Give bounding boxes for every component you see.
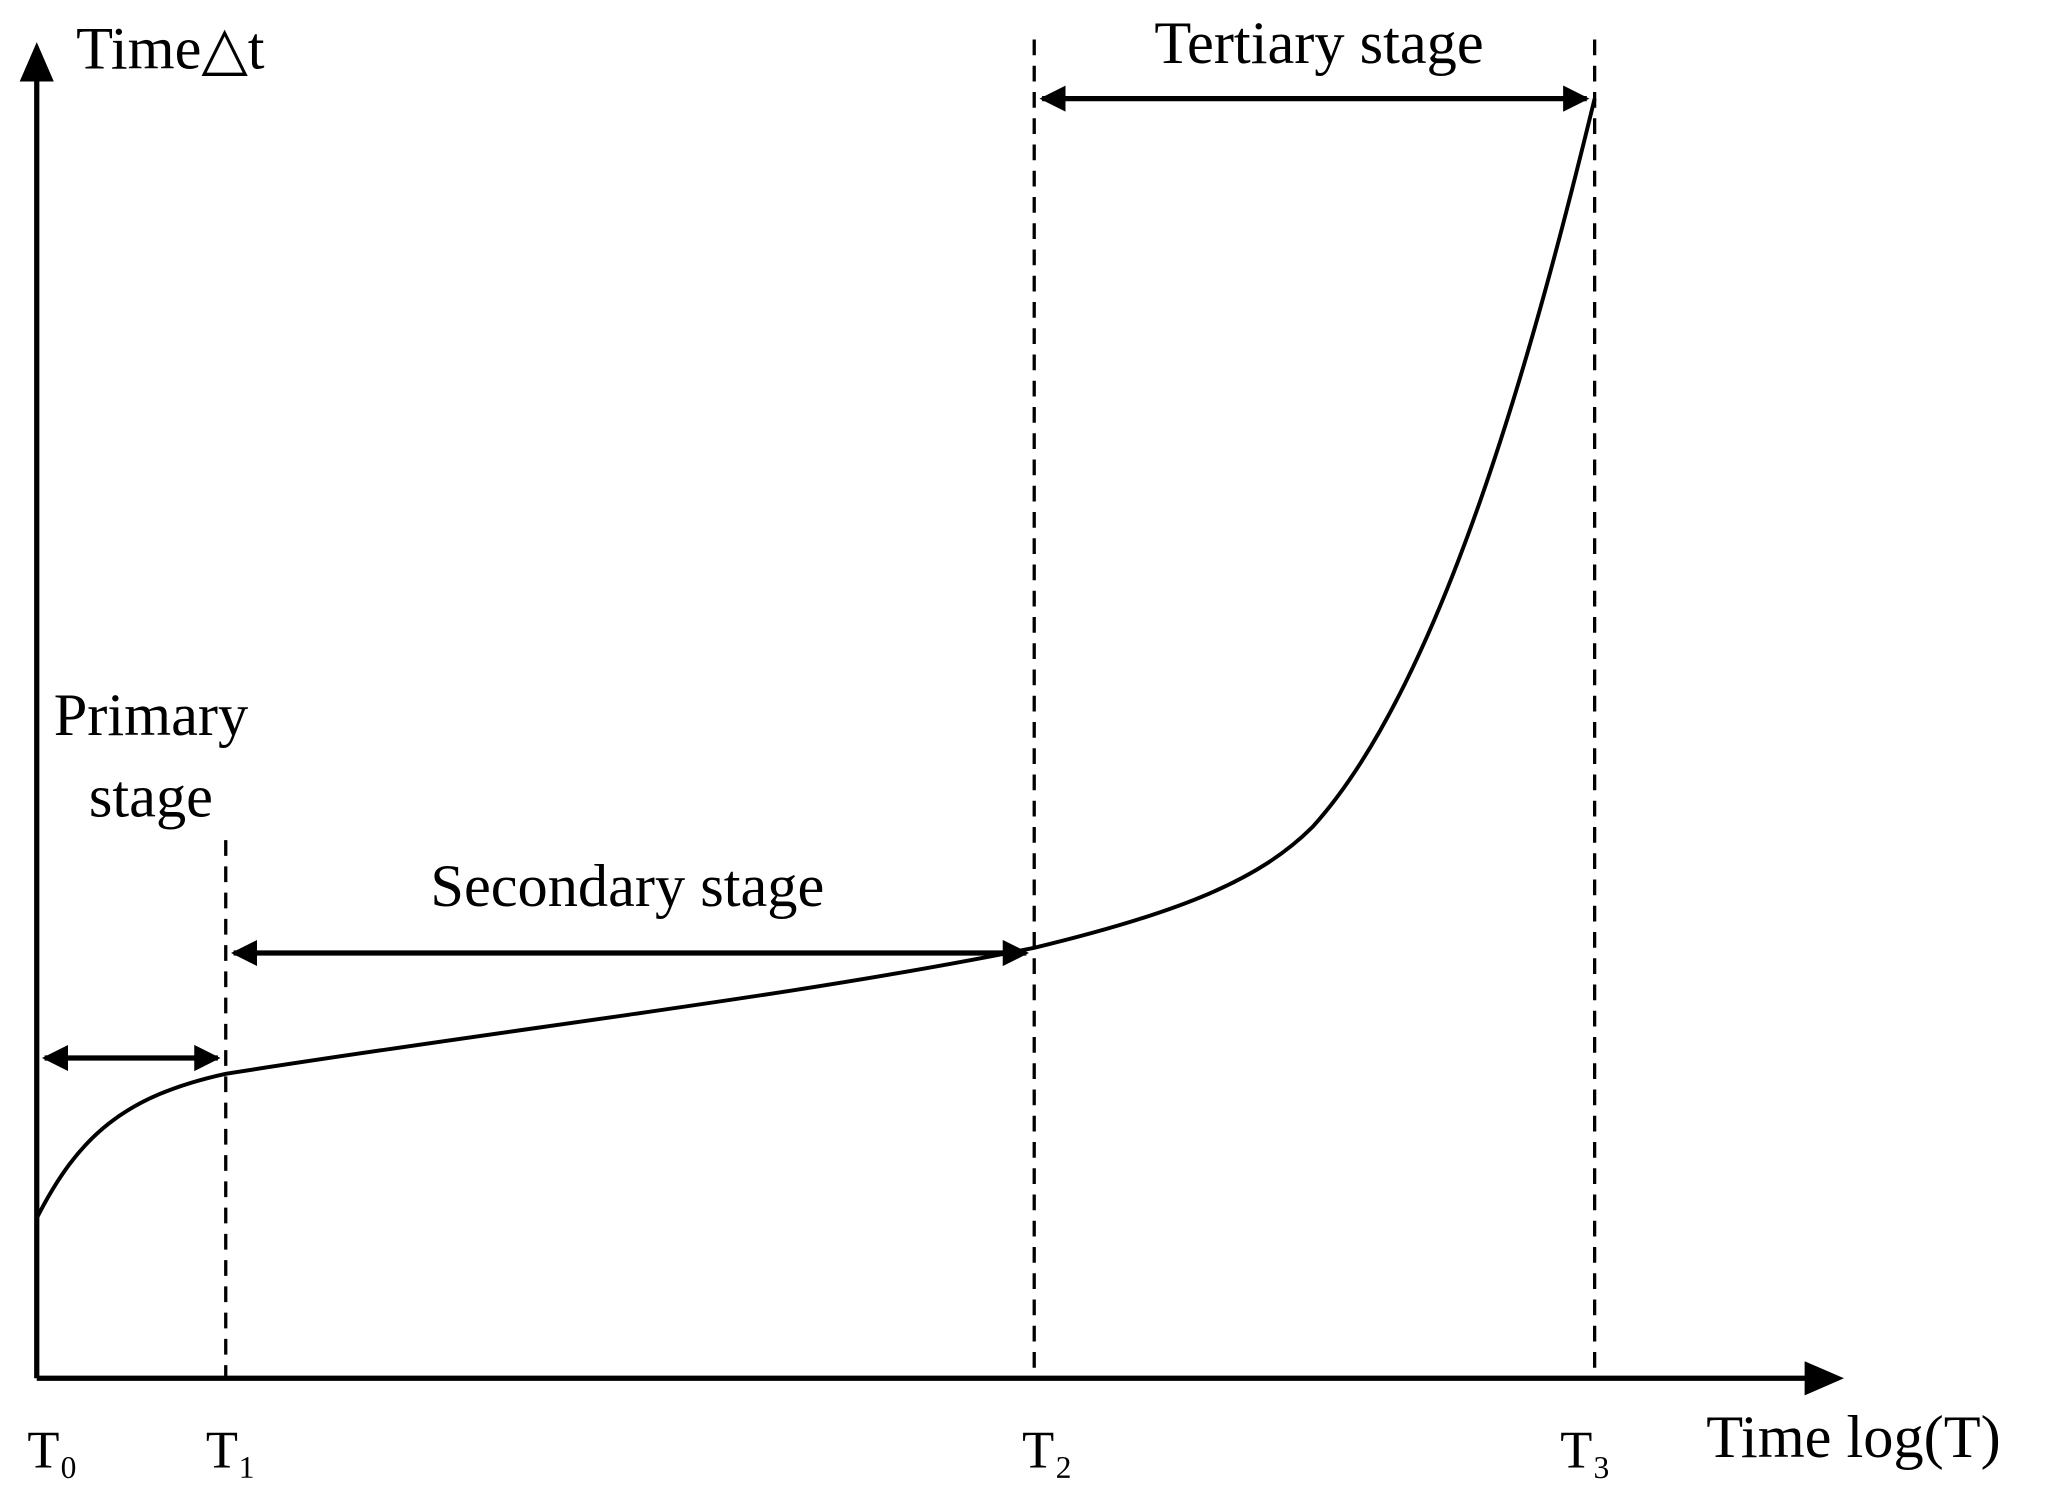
x-axis-arrowhead bbox=[1804, 1361, 1845, 1396]
primary-label: Primary bbox=[54, 682, 248, 749]
tertiary-label: Tertiary stage bbox=[1154, 10, 1483, 77]
marker-label: T₂ bbox=[1022, 1422, 1072, 1480]
marker-label: T₀ bbox=[27, 1422, 77, 1480]
marker-label: T₃ bbox=[1560, 1422, 1610, 1480]
secondary-label: Secondary stage bbox=[430, 853, 824, 920]
y-axis-label: Time△t bbox=[76, 15, 265, 82]
creep-curve bbox=[34, 98, 1597, 1220]
marker-label: T₁ bbox=[206, 1422, 256, 1480]
y-axis-arrowhead bbox=[19, 42, 54, 82]
x-axis-label: Time log(T) bbox=[1706, 1404, 2001, 1471]
primary-label: stage bbox=[89, 764, 213, 831]
